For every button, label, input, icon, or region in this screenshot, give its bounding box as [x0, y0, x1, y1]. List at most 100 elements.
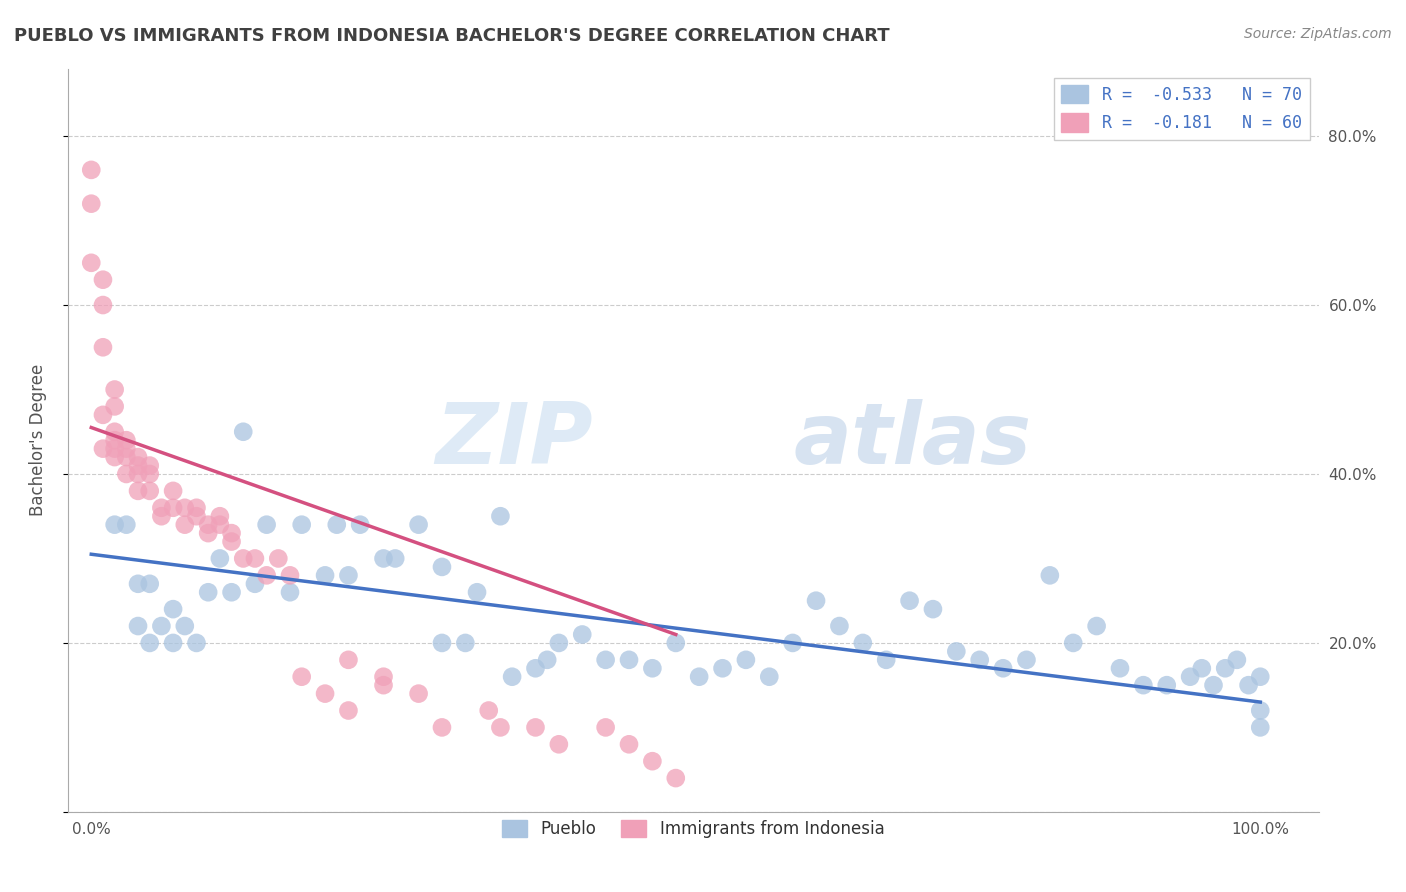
Point — [104, 400, 127, 414]
Point — [104, 433, 127, 447]
Point — [349, 517, 371, 532]
Point — [969, 653, 991, 667]
Point — [524, 720, 547, 734]
Point — [115, 442, 138, 456]
Point — [115, 517, 138, 532]
Point — [115, 433, 138, 447]
Point — [80, 256, 103, 270]
Point — [373, 670, 395, 684]
Point — [945, 644, 967, 658]
Point — [115, 467, 138, 481]
Point — [150, 500, 173, 515]
Text: PUEBLO VS IMMIGRANTS FROM INDONESIA BACHELOR'S DEGREE CORRELATION CHART: PUEBLO VS IMMIGRANTS FROM INDONESIA BACH… — [14, 27, 890, 45]
Point — [828, 619, 851, 633]
Text: ZIP: ZIP — [436, 399, 593, 482]
Point — [547, 636, 569, 650]
Point — [524, 661, 547, 675]
Point — [373, 678, 395, 692]
Text: atlas: atlas — [793, 399, 1032, 482]
Point — [138, 636, 160, 650]
Point — [875, 653, 897, 667]
Point — [641, 661, 664, 675]
Point — [547, 737, 569, 751]
Point — [291, 670, 314, 684]
Point — [127, 619, 149, 633]
Point — [186, 636, 208, 650]
Point — [197, 526, 219, 541]
Point — [208, 517, 231, 532]
Point — [478, 704, 501, 718]
Point — [127, 458, 149, 473]
Point — [595, 720, 617, 734]
Point — [138, 467, 160, 481]
Point — [595, 653, 617, 667]
Point — [665, 636, 688, 650]
Point — [208, 509, 231, 524]
Point — [1249, 670, 1271, 684]
Point — [922, 602, 945, 616]
Point — [1178, 670, 1201, 684]
Point — [641, 754, 664, 768]
Point — [1156, 678, 1178, 692]
Point — [688, 670, 710, 684]
Point — [617, 653, 640, 667]
Point — [852, 636, 875, 650]
Point — [1039, 568, 1062, 582]
Point — [314, 568, 336, 582]
Point — [430, 720, 453, 734]
Text: Source: ZipAtlas.com: Source: ZipAtlas.com — [1244, 27, 1392, 41]
Point — [735, 653, 758, 667]
Point — [232, 425, 254, 439]
Point — [1213, 661, 1236, 675]
Point — [221, 526, 243, 541]
Point — [1202, 678, 1225, 692]
Point — [256, 517, 278, 532]
Point — [337, 653, 360, 667]
Point — [138, 576, 160, 591]
Point — [221, 585, 243, 599]
Point — [150, 509, 173, 524]
Point — [1132, 678, 1154, 692]
Point — [91, 442, 114, 456]
Point — [430, 636, 453, 650]
Point — [162, 602, 184, 616]
Point — [138, 483, 160, 498]
Point — [898, 593, 921, 607]
Point — [465, 585, 488, 599]
Point — [408, 517, 430, 532]
Point — [267, 551, 290, 566]
Point — [127, 450, 149, 464]
Point — [337, 704, 360, 718]
Point — [571, 627, 593, 641]
Point — [127, 483, 149, 498]
Point — [1062, 636, 1084, 650]
Point — [186, 500, 208, 515]
Point — [256, 568, 278, 582]
Point — [186, 509, 208, 524]
Point — [278, 585, 301, 599]
Point — [278, 568, 301, 582]
Point — [104, 425, 127, 439]
Point — [337, 568, 360, 582]
Point — [384, 551, 406, 566]
Point — [1015, 653, 1038, 667]
Point — [221, 534, 243, 549]
Point — [489, 720, 512, 734]
Point — [326, 517, 349, 532]
Point — [1109, 661, 1132, 675]
Point — [80, 196, 103, 211]
Point — [91, 298, 114, 312]
Point — [1191, 661, 1213, 675]
Point — [104, 442, 127, 456]
Point — [243, 576, 266, 591]
Point — [454, 636, 477, 650]
Point — [1226, 653, 1249, 667]
Point — [665, 771, 688, 785]
Point — [138, 458, 160, 473]
Point — [91, 408, 114, 422]
Point — [536, 653, 558, 667]
Point — [430, 560, 453, 574]
Point — [208, 551, 231, 566]
Point — [489, 509, 512, 524]
Point — [173, 619, 195, 633]
